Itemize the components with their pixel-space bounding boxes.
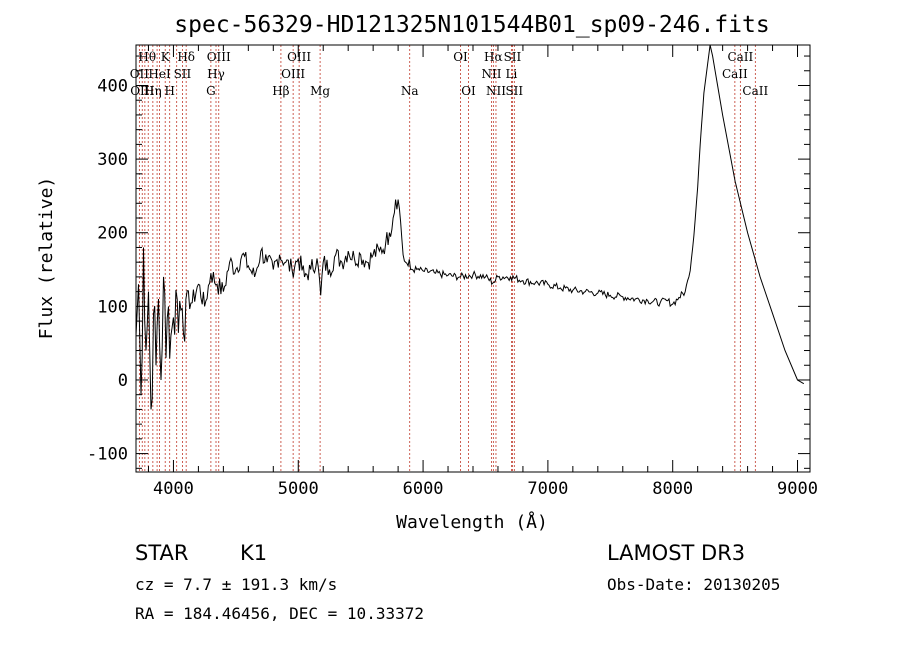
y-tick-label: 200 xyxy=(97,224,128,244)
line-label: NII xyxy=(486,84,506,98)
object-subclass: K1 xyxy=(240,541,267,565)
line-label: Na xyxy=(401,84,419,98)
x-axis: 4000 5000 6000 7000 8000 9000 xyxy=(147,45,818,499)
line-label: NII xyxy=(481,67,501,81)
y-tick-label: 0 xyxy=(118,371,128,391)
plot-frame xyxy=(135,44,811,473)
line-label: OIII xyxy=(287,50,311,64)
line-label: Hα xyxy=(484,50,503,64)
line-label: OI xyxy=(461,84,476,98)
line-label: CaII xyxy=(727,50,753,64)
spectrum-line xyxy=(135,44,805,410)
object-class: STAR xyxy=(135,541,188,565)
x-tick-label: 7000 xyxy=(527,479,568,499)
x-tick-label: 5000 xyxy=(278,479,319,499)
line-label: OI xyxy=(453,50,468,64)
line-label: G xyxy=(206,84,216,98)
y-tick-label: 100 xyxy=(97,297,128,317)
line-label: Hγ xyxy=(207,67,225,81)
chart-title: spec-56329-HD121325N101544B01_sp09-246.f… xyxy=(174,12,769,38)
line-label: OIII xyxy=(281,67,305,81)
coordinates: RA = 184.46456, DEC = 10.33372 xyxy=(135,604,424,623)
y-tick-label: 300 xyxy=(97,150,128,170)
line-label: Hβ xyxy=(272,84,289,98)
line-label: OII xyxy=(130,67,150,81)
line-label: K xyxy=(161,50,171,64)
x-tick-label: 6000 xyxy=(403,479,444,499)
y-tick-label: 400 xyxy=(97,76,128,96)
line-label: Li xyxy=(506,67,518,81)
x-tick-label: 9000 xyxy=(777,479,818,499)
y-tick-label: -100 xyxy=(87,445,128,465)
line-label: CaII xyxy=(742,84,768,98)
y-axis: -100 0 100 200 300 400 xyxy=(87,55,810,469)
line-label: CaII xyxy=(722,67,748,81)
y-axis-label: Flux (relative) xyxy=(36,177,57,340)
redshift-cz: cz = 7.7 ± 191.3 km/s xyxy=(135,575,337,594)
line-label: Mg xyxy=(310,84,330,98)
x-axis-label: Wavelength (Å) xyxy=(396,511,548,533)
obs-date: Obs-Date: 20130205 xyxy=(607,575,780,594)
line-label: SII xyxy=(504,50,522,64)
line-label: Hδ xyxy=(177,50,195,64)
line-label: OIII xyxy=(207,50,231,64)
survey-name: LAMOST DR3 xyxy=(607,541,745,565)
line-label: SII xyxy=(505,84,523,98)
line-label: Hθ xyxy=(138,50,156,64)
x-tick-label: 4000 xyxy=(153,479,194,499)
line-label: H xyxy=(164,84,174,98)
line-label: SII xyxy=(174,67,192,81)
spectral-line-markers xyxy=(138,45,756,472)
line-label: Hη xyxy=(144,84,162,98)
line-label: HeI xyxy=(148,67,171,81)
x-tick-label: 8000 xyxy=(652,479,693,499)
